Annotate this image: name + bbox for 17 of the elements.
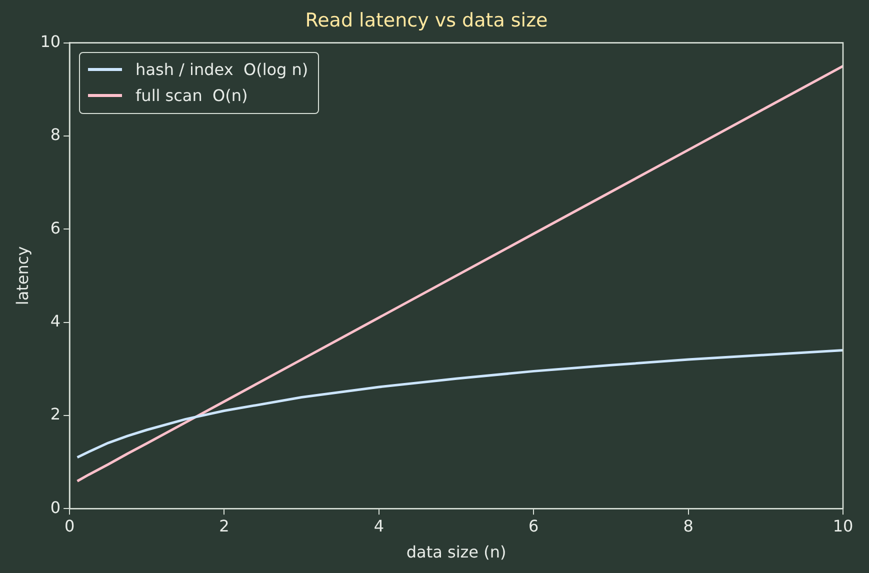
x-tick-label: 4 xyxy=(374,516,384,536)
y-tick-label: 8 xyxy=(50,125,61,144)
x-axis-title: data size (n) xyxy=(406,542,506,562)
y-tick-label: 4 xyxy=(50,311,61,330)
legend-label: hash / index O(log n) xyxy=(136,60,308,80)
x-tick-label: 10 xyxy=(832,516,854,536)
x-tick-label: 8 xyxy=(683,516,694,536)
y-axis-title: latency xyxy=(12,246,32,306)
x-tick-label: 0 xyxy=(64,516,75,536)
x-tick-label: 6 xyxy=(528,516,539,536)
y-tick-label: 10 xyxy=(40,32,61,51)
x-tick-label: 2 xyxy=(219,516,230,536)
y-tick-label: 2 xyxy=(50,404,61,424)
y-tick-label: 0 xyxy=(50,498,61,517)
chart-title: Read latency vs data size xyxy=(305,9,548,32)
y-tick-label: 6 xyxy=(50,218,61,238)
legend-label: full scan O(n) xyxy=(136,86,248,106)
